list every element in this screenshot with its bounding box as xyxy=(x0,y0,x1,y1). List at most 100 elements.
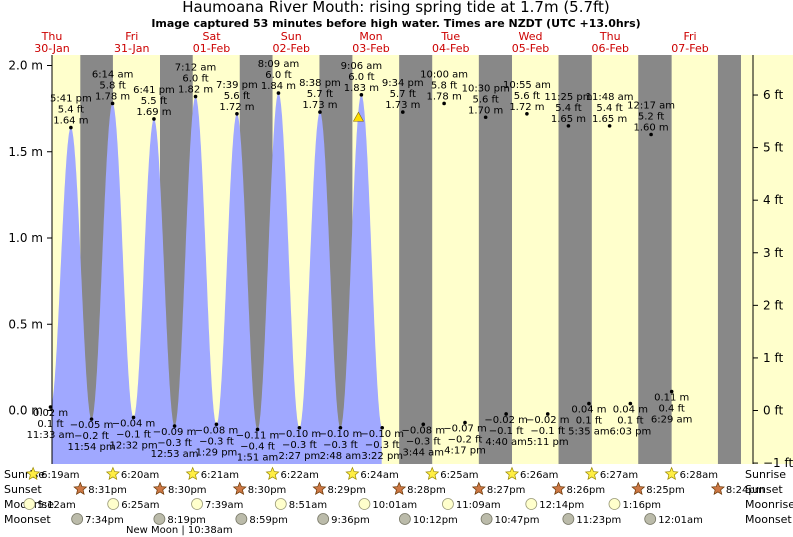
sunset-icon xyxy=(232,481,247,496)
extreme-dot xyxy=(276,91,281,95)
sunrise-time: 6:19am xyxy=(41,470,79,481)
low-time-label: 4:17 pm xyxy=(444,446,486,457)
high-time-label: 11:48 am xyxy=(586,92,634,103)
low-ft-label: −0.2 ft xyxy=(448,435,483,446)
high-m-label: 1.82 m xyxy=(178,85,213,96)
extreme-dot xyxy=(669,389,674,394)
sunrise-icon xyxy=(185,466,200,481)
extreme-dot xyxy=(152,117,156,121)
sunrise-time: 6:21am xyxy=(201,470,239,481)
sunrise-time: 6:27am xyxy=(600,470,638,481)
sunset-icon xyxy=(392,481,407,496)
day-name-label: Sun xyxy=(281,30,302,43)
moonrise-time: 8:51am xyxy=(289,500,327,511)
extreme-dot xyxy=(628,401,633,406)
moonset-icon xyxy=(562,513,575,525)
extreme-dot xyxy=(110,101,115,106)
day-name-label: Fri xyxy=(125,30,138,43)
moonrise-icon xyxy=(274,498,287,510)
left-tick-label: 1.5 m xyxy=(8,145,43,159)
high-time-label: 9:34 pm xyxy=(382,78,424,89)
tide-curve xyxy=(52,93,382,464)
low-m-label: 0.02 m xyxy=(33,408,68,419)
moonrise-icon xyxy=(525,498,538,510)
sunrise-icon xyxy=(425,466,440,481)
low-time-label: 1:29 pm xyxy=(196,447,238,458)
moonset-row-label-left: Moonset xyxy=(4,513,51,526)
low-time-label: 3:44 am xyxy=(403,447,445,458)
day-date-label: 05-Feb xyxy=(512,42,549,55)
low-time-label: 11:54 pm xyxy=(67,442,115,453)
high-ft-label: 6.0 ft xyxy=(348,72,374,83)
tide-area xyxy=(52,93,382,464)
high-m-label: 1.78 m xyxy=(95,91,130,102)
extreme-dot xyxy=(400,110,405,114)
low-ft-label: 0.1 ft xyxy=(37,419,63,430)
extreme-dot xyxy=(193,94,198,99)
chart-subtitle: Image captured 53 minutes before high wa… xyxy=(151,17,640,30)
axes: 2.0 m 1.5 m 1.0 m 0.5 m 0.0 m 6 ft 5 ft 4 ft 3 f… xyxy=(8,55,793,470)
high-ft-label: 5.8 ft xyxy=(431,80,457,91)
high-time-label: 12:17 am xyxy=(627,101,675,112)
low-ft-label: −0.3 ft xyxy=(199,436,234,447)
moonset-icon xyxy=(317,513,330,525)
high-m-label: 1.78 m xyxy=(427,91,462,102)
sunrise-icon xyxy=(504,466,520,481)
high-ft-label: 6.0 ft xyxy=(182,74,208,85)
moonset-icon xyxy=(71,513,84,525)
high-m-label: 1.73 m xyxy=(302,100,337,111)
sunset-icon xyxy=(152,481,168,496)
high-time-label: 10:30 pm xyxy=(462,83,510,94)
extreme-dot xyxy=(318,110,322,114)
low-ft-label: −0.3 ft xyxy=(365,440,400,451)
low-m-label: −0.10 m xyxy=(319,429,363,440)
day-date-label: 30-Jan xyxy=(34,42,70,55)
sunset-time: 8:31pm xyxy=(88,485,127,496)
high-ft-label: 5.7 ft xyxy=(307,89,333,100)
extreme-dot xyxy=(255,427,260,432)
low-ft-label: −0.2 ft xyxy=(74,431,109,442)
low-m-label: −0.11 m xyxy=(236,430,280,441)
day-name-label: Fri xyxy=(683,30,696,43)
sunset-icon xyxy=(312,481,327,496)
daylight-band xyxy=(671,55,718,464)
low-m-label: 0.11 m xyxy=(654,393,689,404)
moonrise-row-label-right: Moonrise xyxy=(745,498,793,511)
moonset-time: 11:23pm xyxy=(576,515,621,526)
high-m-label: 1.65 m xyxy=(592,114,627,125)
low-time-label: 3:22 pm xyxy=(361,451,403,462)
day-date-label: 07-Feb xyxy=(671,42,708,55)
high-m-label: 1.72 m xyxy=(509,102,544,113)
sunrise-time: 6:25am xyxy=(440,470,478,481)
low-time-label: 5:35 am xyxy=(568,427,610,438)
low-time-label: 11:33 am xyxy=(27,430,75,441)
moonrise-icon xyxy=(107,498,120,510)
moonrise-icon xyxy=(23,498,36,510)
high-ft-label: 6.0 ft xyxy=(265,70,291,81)
sunset-time: 8:27pm xyxy=(487,485,526,496)
high-time-label: 7:39 pm xyxy=(216,80,258,91)
high-time-label: 8:38 pm xyxy=(299,78,341,89)
low-time-label: 5:11 pm xyxy=(527,437,569,448)
extreme-dot xyxy=(69,125,73,130)
day-name-label: Wed xyxy=(519,30,543,43)
high-ft-label: 5.7 ft xyxy=(390,89,416,100)
day-date-label: 01-Feb xyxy=(193,42,230,55)
low-ft-label: −0.3 ft xyxy=(406,436,441,447)
extreme-dot xyxy=(48,405,53,409)
sunset-icon xyxy=(551,481,566,496)
high-m-label: 1.83 m xyxy=(344,83,379,94)
moonrise-time: 7:39am xyxy=(205,500,243,511)
right-margin-band xyxy=(741,55,793,464)
sunset-icon xyxy=(471,481,486,496)
sunrise-time: 6:20am xyxy=(121,470,159,481)
high-time-label: 7:12 am xyxy=(175,63,217,74)
moonrise-icon xyxy=(608,498,621,510)
moonset-time: 7:34pm xyxy=(85,515,124,526)
sunrise-icon xyxy=(26,466,41,481)
chart-title: Haumoana River Mouth: rising spring tide… xyxy=(182,0,610,16)
extreme-dot xyxy=(525,112,529,116)
moonrise-icon xyxy=(191,498,203,510)
extreme-dot xyxy=(421,422,426,427)
extreme-dot xyxy=(131,415,136,420)
